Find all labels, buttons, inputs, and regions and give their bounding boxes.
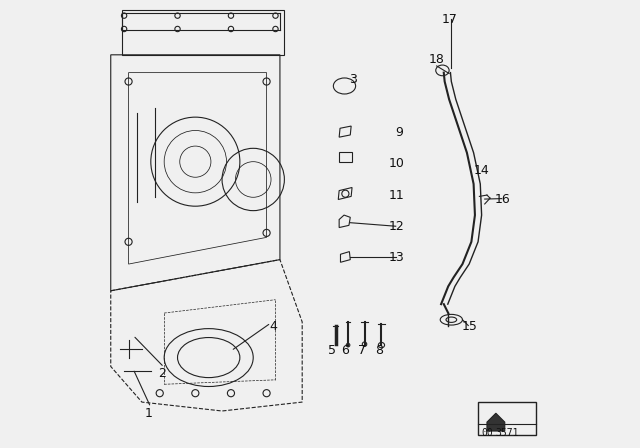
Text: 9: 9 <box>396 126 403 139</box>
Text: 13: 13 <box>388 251 404 264</box>
Text: 8: 8 <box>375 345 383 358</box>
Text: 3: 3 <box>349 73 357 86</box>
Text: 16: 16 <box>495 193 511 206</box>
Text: 5: 5 <box>328 345 336 358</box>
Text: 12: 12 <box>388 220 404 233</box>
Text: 2: 2 <box>158 366 166 379</box>
Text: 17: 17 <box>442 13 458 26</box>
Text: 11: 11 <box>388 189 404 202</box>
Text: 3571: 3571 <box>495 428 519 438</box>
Text: 00: 00 <box>481 428 493 438</box>
Text: 1: 1 <box>145 407 152 420</box>
Text: 7: 7 <box>358 345 366 358</box>
Text: 15: 15 <box>461 320 477 333</box>
Polygon shape <box>487 413 505 431</box>
Text: 14: 14 <box>474 164 489 177</box>
Text: 10: 10 <box>388 157 404 170</box>
Text: 6: 6 <box>342 345 349 358</box>
Text: 18: 18 <box>429 53 445 66</box>
Text: 4: 4 <box>269 320 277 333</box>
